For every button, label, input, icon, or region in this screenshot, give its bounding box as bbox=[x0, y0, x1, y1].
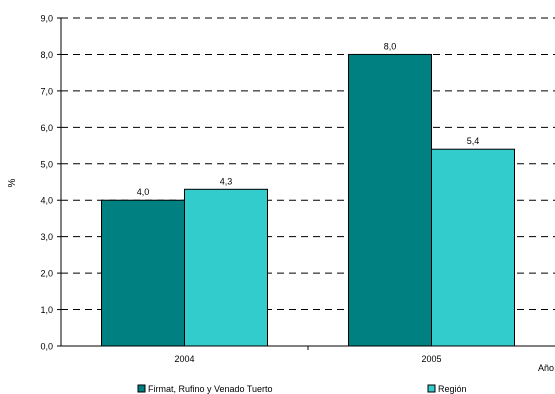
x-axis-label: Año bbox=[538, 363, 554, 373]
legend-swatch bbox=[137, 384, 146, 393]
y-tick-label: 1,0 bbox=[40, 305, 53, 315]
y-tick-labels: 0,0 1,0 2,0 3,0 4,0 5,0 6,0 7,0 8,0 9,0 bbox=[40, 14, 53, 352]
data-label: 4,3 bbox=[220, 176, 233, 186]
x-tick-label: 2005 bbox=[421, 354, 441, 364]
legend-label: Región bbox=[438, 384, 467, 394]
bars bbox=[101, 53, 515, 347]
y-axis-label: % bbox=[7, 178, 18, 187]
data-labels: 4,0 4,3 8,0 5,4 bbox=[137, 41, 480, 197]
y-tick-label: 9,0 bbox=[40, 14, 53, 24]
x-tick-label: 2004 bbox=[174, 354, 194, 364]
bar bbox=[184, 188, 268, 347]
data-label: 8,0 bbox=[384, 41, 397, 51]
x-tick-labels: 2004 2005 bbox=[174, 354, 441, 364]
legend-swatch bbox=[427, 384, 436, 393]
data-label: 4,0 bbox=[137, 187, 150, 197]
bar bbox=[348, 53, 432, 347]
y-tick-label: 5,0 bbox=[40, 159, 53, 169]
bar bbox=[431, 148, 515, 347]
legend-label: Firmat, Rufino y Venado Tuerto bbox=[148, 384, 273, 394]
data-label: 5,4 bbox=[467, 136, 480, 146]
y-tick-label: 7,0 bbox=[40, 86, 53, 96]
y-tick-label: 0,0 bbox=[40, 342, 53, 352]
y-tick-label: 6,0 bbox=[40, 123, 53, 133]
axes bbox=[57, 17, 555, 350]
y-tick-label: 4,0 bbox=[40, 196, 53, 206]
y-tick-label: 8,0 bbox=[40, 50, 53, 60]
y-tick-label: 3,0 bbox=[40, 232, 53, 242]
y-tick-label: 2,0 bbox=[40, 269, 53, 279]
bar bbox=[101, 199, 185, 347]
legend: Firmat, Rufino y Venado Tuerto Región bbox=[137, 384, 467, 394]
